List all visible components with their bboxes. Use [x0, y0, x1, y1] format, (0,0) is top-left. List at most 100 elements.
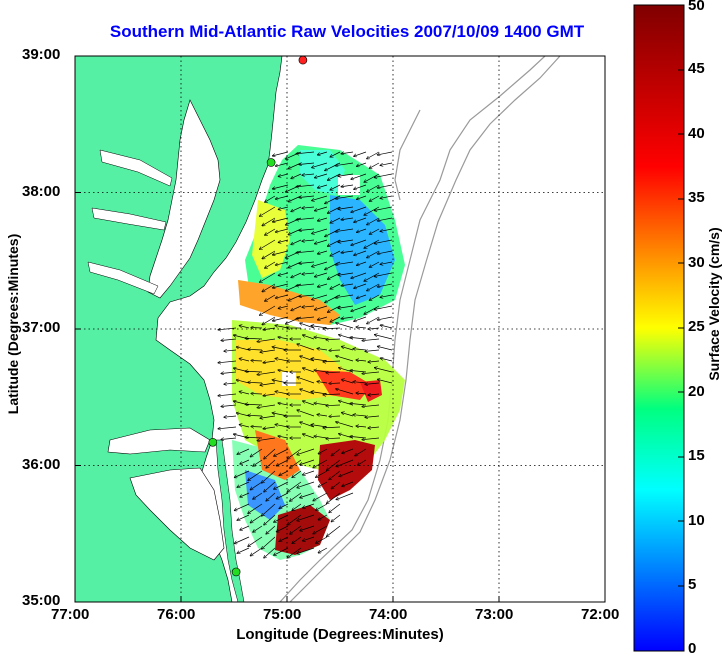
- x-tick-label: 76:00: [157, 606, 196, 623]
- current-vector-arrow: [248, 349, 263, 350]
- current-vector-arrow: [221, 438, 237, 439]
- current-vector-arrow: [369, 195, 380, 201]
- current-vector-arrow: [335, 261, 354, 265]
- current-vector-arrow: [253, 459, 263, 466]
- current-vector-arrow: [351, 206, 367, 212]
- current-vector-arrow: [312, 294, 328, 300]
- current-vector-arrow: [279, 470, 289, 475]
- current-vector-arrow: [368, 394, 380, 395]
- current-vector-arrow: [262, 503, 276, 516]
- current-vector-arrow: [303, 536, 315, 541]
- current-vector-arrow: [275, 294, 289, 298]
- colorbar: [633, 4, 685, 652]
- current-vector-arrow: [374, 206, 393, 211]
- x-axis-label: Longitude (Degrees:Minutes): [236, 626, 444, 643]
- current-vector-arrow: [253, 492, 263, 499]
- velocity-region-blue: [330, 195, 395, 305]
- velocity-gap: [338, 175, 360, 195]
- current-vector-arrow: [315, 206, 328, 211]
- current-vector-arrow: [290, 492, 302, 501]
- current-vector-arrow: [317, 382, 328, 383]
- current-vector-arrow: [292, 470, 302, 477]
- current-vector-arrow: [377, 346, 393, 351]
- current-vector-arrow: [221, 372, 237, 373]
- current-vector-arrow: [260, 305, 276, 315]
- current-vector-arrow: [315, 272, 328, 277]
- current-vector-arrow: [380, 325, 393, 329]
- current-vector-arrow: [330, 217, 341, 223]
- current-vector-arrow: [335, 294, 354, 298]
- current-vector-arrow: [314, 337, 328, 340]
- current-vector-arrow: [326, 339, 341, 340]
- current-vector-arrow: [377, 250, 393, 254]
- current-vector-arrow: [299, 229, 315, 230]
- current-vector-arrow: [362, 437, 380, 440]
- axis-ticks: [75, 192, 500, 602]
- current-vector-arrow: [250, 481, 263, 490]
- current-vector-arrow: [299, 163, 315, 164]
- current-vector-arrow: [237, 481, 250, 487]
- current-vector-arrow: [338, 173, 354, 176]
- current-vector-arrow: [262, 536, 276, 549]
- current-vector-arrow: [356, 393, 367, 394]
- current-vector-arrow: [297, 410, 315, 417]
- current-vector-arrow: [248, 503, 263, 513]
- current-vector-arrow: [375, 368, 393, 373]
- current-vector-arrow: [257, 371, 276, 375]
- current-vector-arrow: [272, 217, 289, 222]
- current-vector-arrow: [331, 514, 341, 522]
- current-vector-arrow: [338, 305, 354, 308]
- current-vector-arrow: [303, 335, 315, 340]
- y-axis-label: Latitude (Degrees:Minutes): [5, 233, 21, 415]
- current-vector-arrow: [291, 206, 302, 212]
- colorbar-tick-label: 35: [688, 189, 705, 206]
- grid-lines: [75, 56, 605, 602]
- pamlico-sound: [129, 467, 225, 561]
- x-tick-label: 73:00: [475, 606, 514, 623]
- radar-station-marker: [231, 567, 241, 577]
- current-vector-arrow: [329, 470, 341, 480]
- current-vector-arrow: [342, 448, 354, 453]
- x-tick-label: 74:00: [369, 606, 408, 623]
- current-vector-arrow: [287, 448, 302, 459]
- current-vector-arrow: [240, 492, 250, 497]
- current-vector-arrow: [303, 368, 315, 373]
- current-vector-arrow: [335, 195, 354, 199]
- current-vector-arrow: [331, 481, 341, 489]
- current-vector-arrow: [275, 228, 289, 232]
- current-vector-arrow: [299, 196, 315, 197]
- current-vector-arrow: [329, 503, 341, 513]
- current-vector-arrow: [245, 371, 263, 372]
- current-vector-arrow: [239, 359, 250, 362]
- current-vector-arrow: [341, 251, 354, 253]
- y-tick-label: 37:00: [22, 319, 61, 336]
- current-vector-arrow: [335, 228, 354, 232]
- y-tick-label: 36:00: [22, 456, 61, 473]
- current-vector-arrow: [380, 228, 393, 231]
- current-vector-arrow: [336, 389, 354, 395]
- current-vector-arrow: [278, 403, 289, 406]
- current-vector-arrow: [323, 361, 341, 362]
- current-vector-arrow: [365, 350, 380, 351]
- current-vector-arrow: [315, 305, 328, 310]
- current-vector-arrow: [245, 404, 263, 405]
- chart-title: Southern Mid-Atlantic Raw Velocities 200…: [109, 22, 585, 41]
- current-vector-arrow: [357, 195, 367, 199]
- current-vector-arrow: [221, 339, 237, 340]
- colorbar-label: Surface Velocity (cm/s): [706, 227, 722, 381]
- current-vector-arrow: [330, 283, 341, 289]
- current-vector-arrow: [278, 337, 289, 340]
- current-vector-arrow: [274, 514, 289, 522]
- current-vector-arrow: [245, 338, 263, 339]
- current-vector-arrow: [342, 380, 354, 384]
- bay-inlet-west-3: [87, 261, 159, 295]
- current-vector-arrow: [248, 382, 263, 383]
- current-vector-arrow: [260, 272, 276, 282]
- current-vector-arrow: [341, 185, 354, 187]
- current-vector-arrow: [318, 547, 328, 553]
- current-vector-arrow: [290, 459, 302, 468]
- current-vector-arrow: [354, 184, 367, 189]
- current-vector-arrow: [296, 283, 315, 286]
- current-vector-arrow: [336, 492, 354, 500]
- current-vector-arrow: [276, 492, 289, 499]
